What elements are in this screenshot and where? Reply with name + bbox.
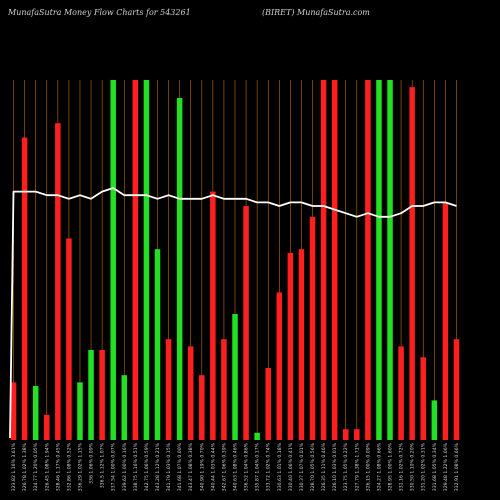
bar bbox=[165, 339, 172, 440]
x-tick-label: 341.79 1.03% 0.15% bbox=[166, 442, 172, 491]
x-tick-label: 324.77 1.20% 0.05% bbox=[33, 442, 39, 491]
x-tick-label: 332.91 1.08% 0.66% bbox=[454, 442, 460, 491]
bar bbox=[21, 137, 28, 440]
bar bbox=[342, 429, 349, 440]
bar bbox=[309, 216, 316, 440]
bar bbox=[387, 80, 393, 440]
bars bbox=[10, 80, 460, 440]
x-tick-label: 329.48 1.22% 1.06% bbox=[443, 442, 449, 491]
bar bbox=[354, 429, 360, 440]
x-tick-label: 328.70 1.05% 0.56% bbox=[310, 442, 316, 491]
bar bbox=[398, 346, 404, 440]
x-tick-label: 340.90 1.19% 0.70% bbox=[199, 442, 205, 491]
bar bbox=[254, 432, 260, 440]
bar bbox=[199, 375, 205, 440]
bar bbox=[55, 123, 61, 440]
x-tick-label: 335.87 1.04% 0.17% bbox=[255, 442, 261, 491]
x-tick-label: 326.78 1.02% 1.38% bbox=[22, 442, 28, 491]
bar bbox=[320, 80, 327, 440]
bar bbox=[88, 350, 94, 440]
x-tick-label: 343.47 1.08% 0.38% bbox=[188, 442, 194, 491]
x-tick-label: 326.15 1.00% 0.09% bbox=[365, 442, 371, 491]
bar bbox=[176, 98, 183, 440]
x-tick-label: 336.5 1.12% 1.07% bbox=[100, 442, 106, 488]
x-tick-label: 341.68 1.07% 0.00% bbox=[177, 442, 183, 491]
x-tick-labels: 323.82 1.16% 3.61% 326.78 1.02% 1.38% 324.… bbox=[11, 442, 460, 491]
bar bbox=[44, 414, 50, 440]
x-tick-label: 326.45 1.08% 1.94% bbox=[44, 442, 50, 491]
x-tick-label: 330.63 1.01% 0.18% bbox=[277, 442, 283, 491]
bar bbox=[276, 292, 283, 440]
x-tick-label: 323.82 1.16% 3.61% bbox=[11, 442, 17, 491]
x-tick-label: 330.50 1.10% 0.20% bbox=[410, 442, 416, 491]
x-tick-label: 338.75 1.16% 0.51% bbox=[133, 442, 139, 491]
x-tick-label: 342.75 1.06% 0.59% bbox=[144, 442, 150, 491]
x-tick-label: 330.37 1.07% 0.01% bbox=[299, 442, 305, 491]
x-tick-label: 327.79 1.38% 1.71% bbox=[354, 442, 360, 491]
bar bbox=[287, 252, 294, 440]
bar bbox=[409, 87, 415, 440]
bar bbox=[154, 249, 161, 440]
bar bbox=[143, 80, 150, 440]
bar bbox=[265, 368, 271, 440]
x-tick-label: 337.54 1.00% 0.07% bbox=[111, 442, 117, 491]
x-tick-label: 332.86 1.08% 0.52% bbox=[66, 442, 72, 491]
x-tick-label: 323.75 1.05% 0.22% bbox=[343, 442, 349, 491]
x-tick-label: 326.35 1.11% 0.46% bbox=[321, 442, 327, 491]
bar bbox=[99, 350, 105, 440]
x-tick-label: 330.40 1.06% 0.41% bbox=[288, 442, 294, 491]
bar bbox=[298, 249, 305, 440]
x-tick-label: 336.52 1.04% 0.86% bbox=[244, 442, 250, 491]
bar bbox=[187, 346, 194, 440]
bar bbox=[77, 382, 83, 440]
bar bbox=[431, 400, 438, 440]
bar bbox=[232, 314, 238, 440]
bar bbox=[365, 80, 371, 440]
bar bbox=[420, 357, 426, 440]
bar bbox=[66, 238, 72, 440]
x-tick-label: 331.20 1.02% 0.31% bbox=[421, 442, 427, 491]
x-tick-label: 331.16 1.02% 0.72% bbox=[399, 442, 405, 491]
x-tick-label: 339.62 1.00% 0.16% bbox=[122, 442, 128, 491]
x-tick-label: 342.67 1.06% 0.39% bbox=[221, 442, 227, 491]
chart-title: MunafaSutra Money Flow Charts for 543261 bbox=[7, 8, 191, 17]
x-tick-label: 340.63 1.08% 0.46% bbox=[233, 442, 239, 491]
bar bbox=[221, 339, 227, 440]
bar bbox=[132, 80, 139, 440]
x-tick-label: 336.29 1.02% 1.15% bbox=[77, 442, 83, 491]
bar bbox=[121, 375, 128, 440]
bar bbox=[453, 339, 460, 440]
bar bbox=[243, 206, 249, 440]
x-tick-label: 326.10 1.03% 0.01% bbox=[332, 442, 338, 491]
x-tick-label: 324.27 1.08% 0.66% bbox=[376, 442, 382, 491]
x-tick-label: 328.95 1.00% 1.60% bbox=[388, 442, 394, 491]
bar bbox=[32, 386, 39, 440]
x-tick-label: 340.44 1.03% 0.44% bbox=[210, 442, 216, 491]
bar bbox=[10, 382, 17, 440]
bar bbox=[110, 80, 116, 440]
money-flow-line bbox=[9, 187, 457, 439]
chart-subtitle: (BIRET) MunafaSutra.com bbox=[262, 8, 370, 17]
bar bbox=[376, 80, 382, 440]
bar bbox=[210, 191, 216, 440]
bar bbox=[442, 202, 449, 440]
money-flow-line-group bbox=[9, 187, 457, 439]
x-tick-label: 331.68 1.05% 0.34% bbox=[432, 442, 438, 491]
x-tick-label: 333.72 1.02% 0.74% bbox=[266, 442, 272, 491]
x-tick-label: 343.28 1.12% 0.21% bbox=[155, 442, 161, 491]
x-tick-label: 336 1.06% 0.09% bbox=[89, 442, 95, 484]
bar bbox=[331, 80, 338, 440]
x-tick-label: 328.46 1.17% 0.45% bbox=[55, 442, 61, 491]
